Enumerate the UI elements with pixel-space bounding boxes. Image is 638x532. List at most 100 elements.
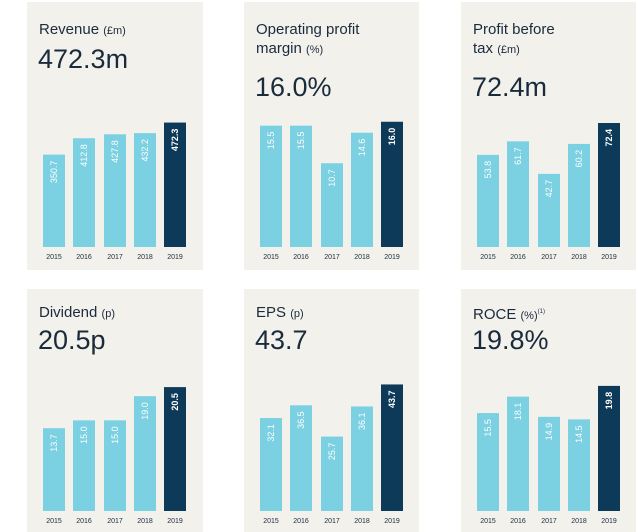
bar-value-label: 15.5 — [296, 132, 306, 150]
kpi-headline-value: 472.3m — [38, 44, 129, 74]
year-tick-label: 2019 — [167, 254, 183, 261]
bar-value-label: 61.7 — [513, 147, 523, 165]
year-tick-label: 2015 — [46, 518, 62, 525]
bar — [134, 133, 156, 247]
bar-chart: 13.7 2015 15.0 2016 15.0 2017 19.0 2018 20.5 2019 — [43, 387, 186, 525]
kpi-headline-value: 43.7 — [255, 325, 308, 355]
bar-value-label: 36.1 — [357, 412, 367, 430]
bar — [43, 154, 65, 247]
year-tick-label: 2018 — [354, 254, 370, 261]
bar-highlight — [164, 387, 186, 511]
kpi-panel: Dividend (p) 20.5p 13.7 2015 15.0 2016 15.0 201… — [27, 289, 203, 532]
kpi-title-text: ROCE — [473, 306, 517, 323]
kpi-title: EPS (p) — [256, 303, 304, 324]
bar-chart: 15.5 2015 15.5 2016 10.7 2017 14.6 2018 16.0 2019 — [260, 121, 403, 261]
year-tick-label: 2017 — [541, 254, 557, 261]
bar — [104, 420, 126, 511]
kpi-footnote: (1) — [537, 309, 545, 315]
bar-value-label: 53.8 — [483, 161, 493, 179]
bar — [477, 154, 499, 247]
bar-value-label: 350.7 — [49, 161, 59, 184]
kpi-unit: (£m) — [103, 25, 126, 37]
kpi-headline-value: 20.5p — [38, 325, 106, 355]
bar-value-label: 60.2 — [574, 150, 584, 168]
year-tick-label: 2017 — [107, 254, 123, 261]
bar-highlight — [598, 123, 620, 247]
bar-highlight — [598, 385, 620, 511]
bar — [568, 419, 590, 511]
bar — [260, 418, 282, 511]
year-tick-label: 2018 — [137, 518, 153, 525]
year-tick-label: 2016 — [510, 518, 526, 525]
bar — [507, 396, 529, 511]
bar-value-label: 14.6 — [357, 139, 367, 157]
bar-value-label: 13.7 — [49, 434, 59, 452]
kpi-headline-value: 16.0% — [255, 72, 332, 102]
bar-value-label: 16.0 — [387, 128, 397, 146]
kpi-title: ROCE (%)(1) — [473, 303, 545, 326]
bar — [73, 420, 95, 511]
bar — [73, 138, 95, 247]
bar-highlight — [381, 121, 403, 247]
bar — [351, 406, 373, 511]
bar-highlight — [164, 122, 186, 247]
year-tick-label: 2015 — [46, 254, 62, 261]
kpi-headline-value: 72.4m — [472, 72, 548, 102]
kpi-title: Profit before tax (£m) — [473, 20, 555, 60]
bar-chart: 15.5 2015 18.1 2016 14.9 2017 14.5 2018 19.8 2019 — [477, 385, 620, 525]
bar — [351, 132, 373, 247]
year-tick-label: 2017 — [324, 254, 340, 261]
bar — [321, 436, 343, 511]
year-tick-label: 2018 — [137, 254, 153, 261]
year-tick-label: 2017 — [541, 518, 557, 525]
kpi-unit: (%) — [520, 310, 538, 322]
bar — [568, 143, 590, 247]
kpi-unit: (p) — [101, 308, 115, 320]
bar — [134, 396, 156, 511]
year-tick-label: 2019 — [384, 518, 400, 525]
bar-value-label: 15.0 — [110, 426, 120, 444]
year-tick-label: 2019 — [167, 518, 183, 525]
bar — [507, 141, 529, 247]
bar-value-label: 412.8 — [79, 144, 89, 167]
bar-value-label: 32.1 — [266, 424, 276, 442]
year-tick-label: 2016 — [76, 518, 92, 525]
bar-value-label: 15.5 — [266, 132, 276, 150]
year-tick-label: 2015 — [263, 254, 279, 261]
bar — [260, 125, 282, 247]
kpi-panel: Revenue (£m) 472.3m 350.7 2015 412.8 2016 427.… — [27, 2, 203, 270]
bar-value-label: 19.0 — [140, 402, 150, 420]
kpi-headline-value: 19.8% — [472, 325, 549, 355]
kpi-unit: (£m) — [497, 44, 520, 56]
year-tick-label: 2018 — [571, 518, 587, 525]
bar-chart: 53.8 2015 61.7 2016 42.7 2017 60.2 2018 72.4 2019 — [477, 123, 620, 261]
bar-highlight — [381, 384, 403, 511]
kpi-title: Operating profit margin (%) — [256, 20, 359, 60]
kpi-unit: (p) — [290, 308, 304, 320]
bar-value-label: 427.8 — [110, 140, 120, 163]
bar-value-label: 43.7 — [387, 390, 397, 408]
bar-chart: 32.1 2015 36.5 2016 25.7 2017 36.1 2018 43.7 2019 — [260, 384, 403, 525]
year-tick-label: 2019 — [601, 518, 617, 525]
bar — [104, 134, 126, 247]
bar-value-label: 432.2 — [140, 139, 150, 162]
kpi-panel: EPS (p) 43.7 32.1 2015 36.5 2016 25.7 2017 36.1 2… — [244, 289, 419, 532]
bar — [43, 428, 65, 511]
bar-chart: 350.7 2015 412.8 2016 427.8 2017 432.2 2018 472.… — [43, 122, 186, 261]
bar — [321, 163, 343, 247]
bar-value-label: 25.7 — [327, 443, 337, 461]
bar-value-label: 72.4 — [604, 129, 614, 147]
kpi-title-text: EPS — [256, 304, 287, 321]
year-tick-label: 2018 — [354, 518, 370, 525]
year-tick-label: 2019 — [384, 254, 400, 261]
bar-value-label: 18.1 — [513, 403, 523, 421]
bar-value-label: 36.5 — [296, 411, 306, 429]
bar-value-label: 10.7 — [327, 169, 337, 187]
kpi-title: Revenue (£m) — [39, 20, 126, 41]
bar-value-label: 15.0 — [79, 426, 89, 444]
bar-value-label: 42.7 — [544, 180, 554, 198]
kpi-title: Dividend (p) — [39, 303, 115, 324]
year-tick-label: 2016 — [293, 254, 309, 261]
year-tick-label: 2017 — [107, 518, 123, 525]
year-tick-label: 2015 — [263, 518, 279, 525]
